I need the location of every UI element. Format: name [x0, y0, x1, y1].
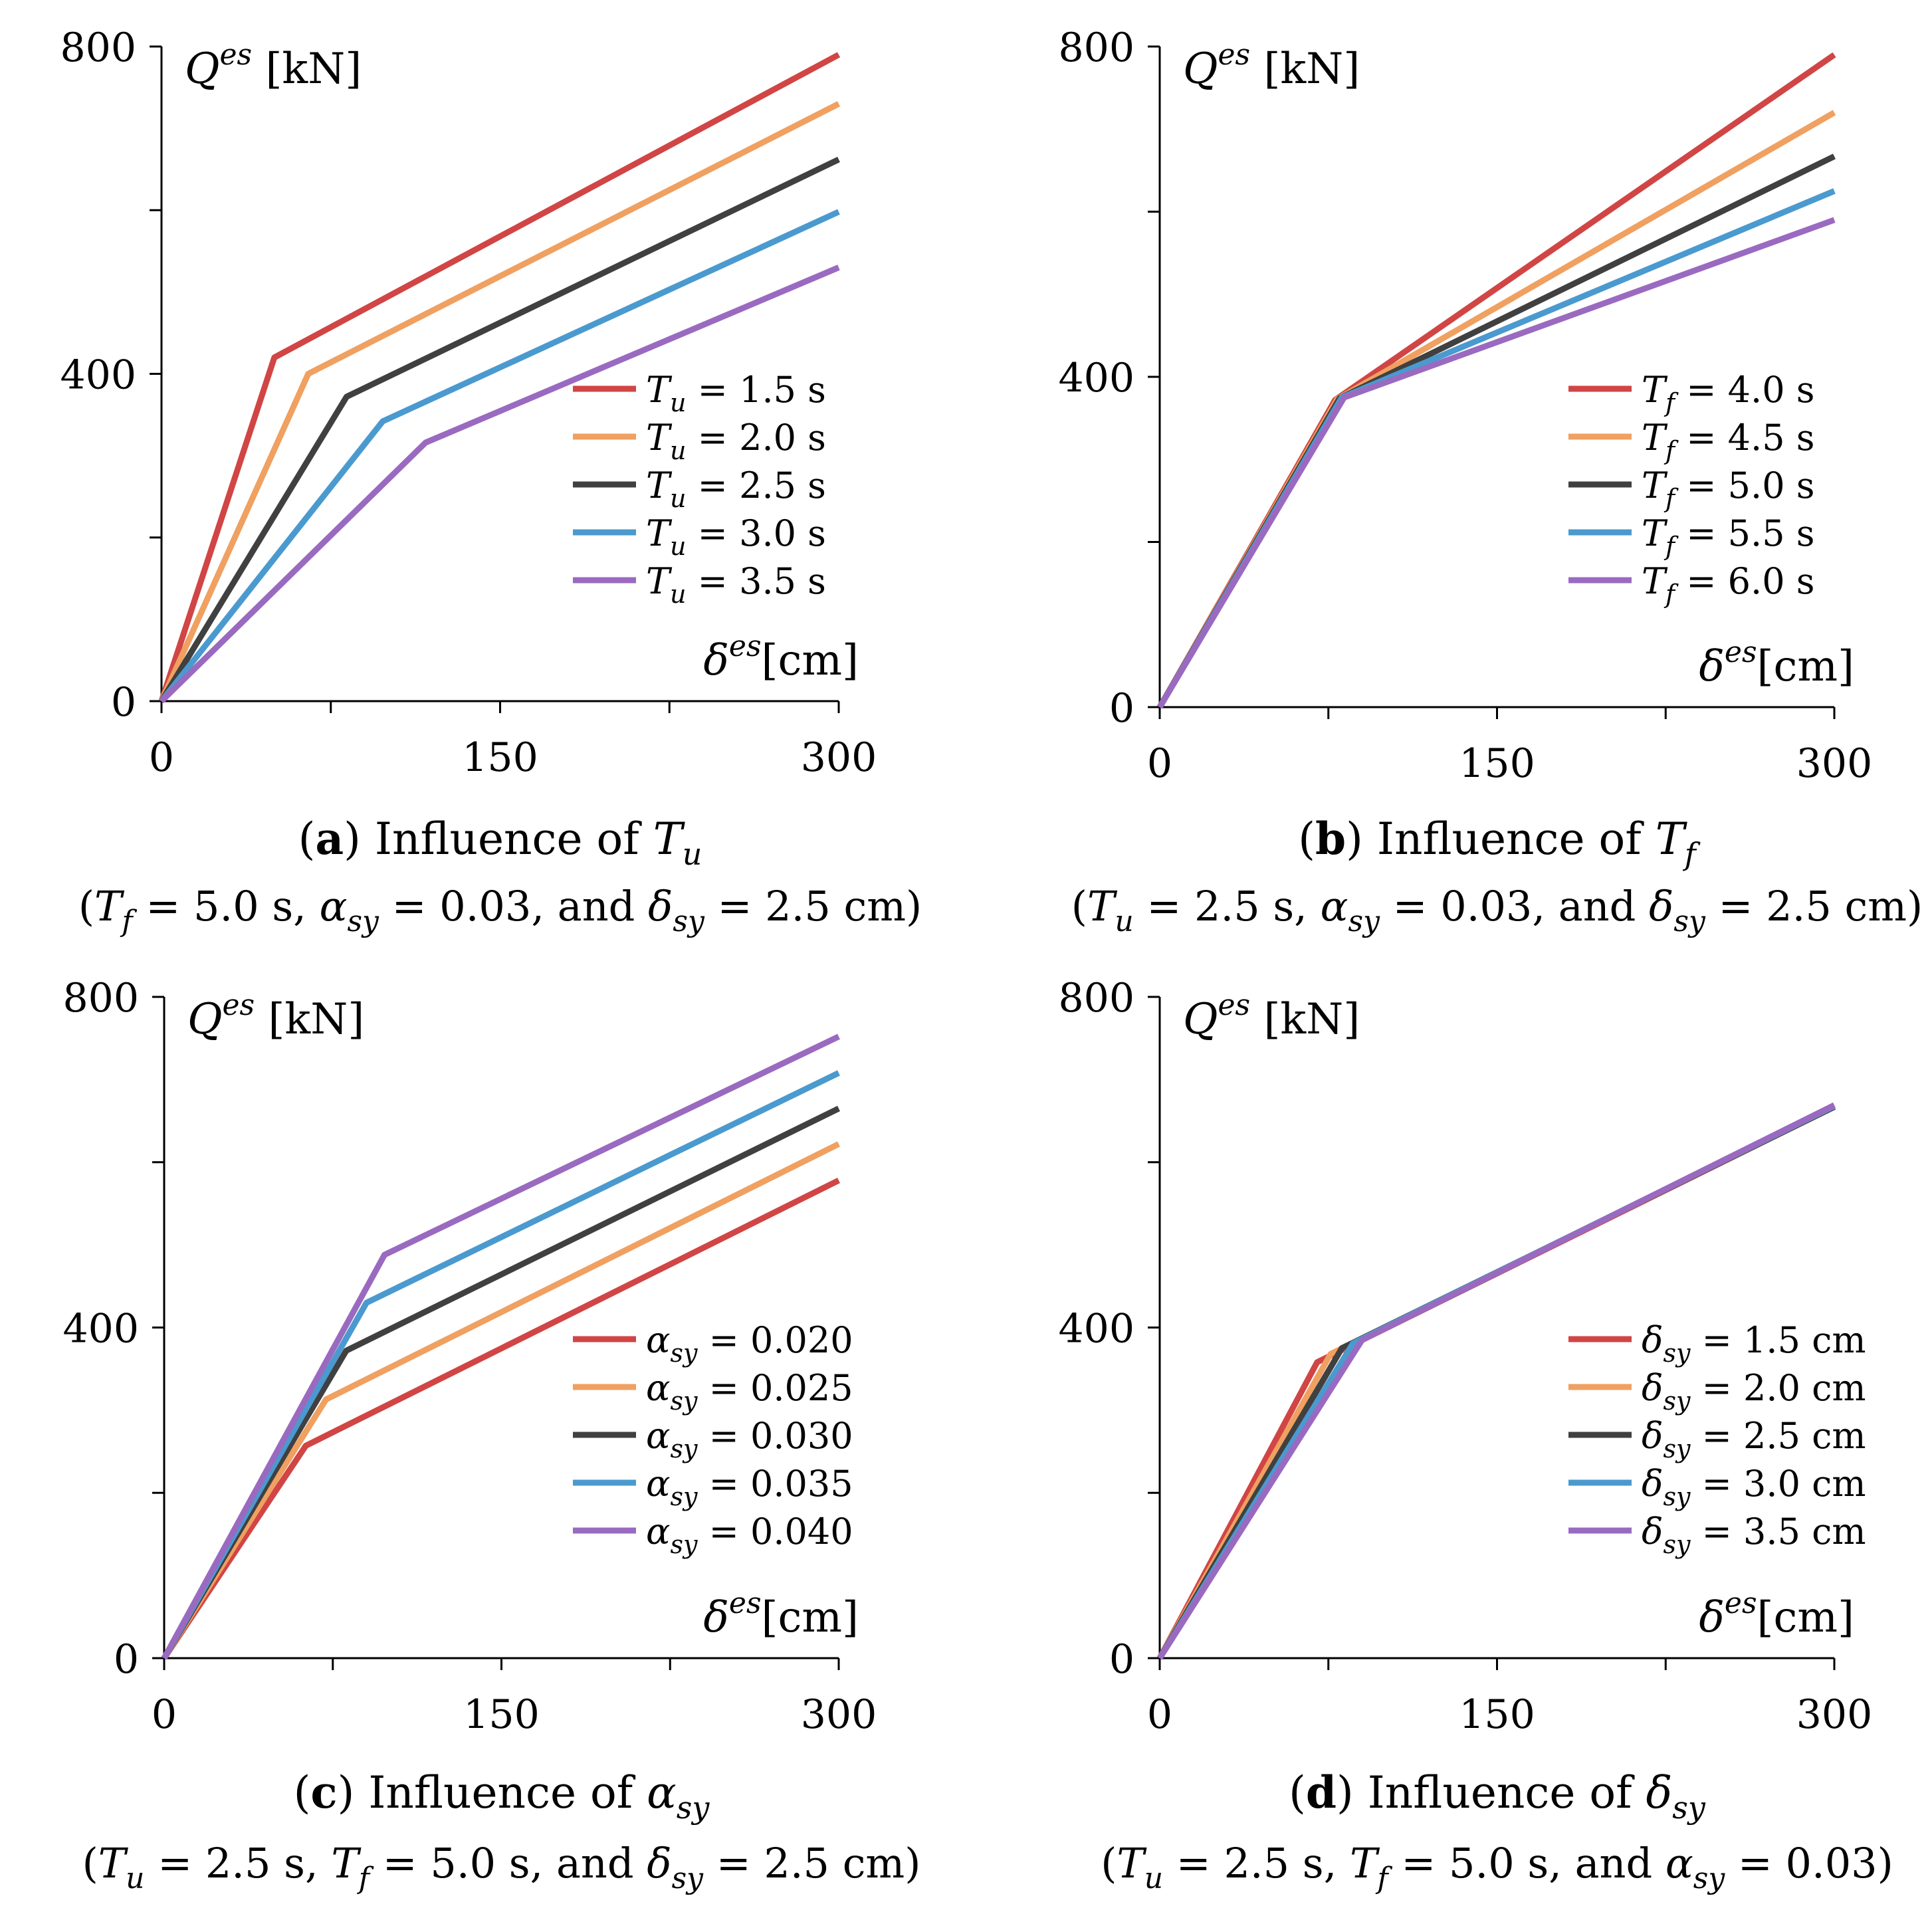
y-tick-label: 400	[1058, 1306, 1134, 1352]
legend-entry: Tf = 5.0 s	[1642, 465, 1814, 513]
chart-panel-c: 0 400 800 0 150 300 Qes [kN] δes[cm] αsy = 0.020…	[62, 975, 920, 1895]
y-axis-label: Qes [kN]	[1183, 38, 1360, 94]
panel-subcaption: (Tu​ = 2.5 s, Tf​ = 5.0 s, and δsy​ = 2.…	[82, 1839, 921, 1895]
y-tick-label: 400	[62, 1306, 139, 1352]
panel-caption: (d) Influence of δsy	[1289, 1766, 1706, 1826]
legend-entry: Tf = 5.5 s	[1642, 512, 1814, 561]
y-tick-label: 0	[1109, 685, 1134, 732]
legend-entry: δsy = 1.5 cm	[1642, 1319, 1866, 1368]
legend-entry: δsy = 3.0 cm	[1642, 1463, 1866, 1511]
legend-entry: δsy = 2.0 cm	[1642, 1367, 1866, 1416]
series-line	[158, 52, 841, 702]
x-tick-label: 0	[152, 1691, 177, 1738]
panel-subcaption: (Tu​ = 2.5 s, αsy​ = 0.03, and δsy​ = 2.…	[1071, 882, 1923, 938]
legend-entry: αsy = 0.040	[646, 1511, 853, 1559]
y-tick-label: 0	[1109, 1636, 1134, 1683]
legend-entry: Tu = 2.0 s	[646, 417, 826, 465]
legend-entry: δsy = 2.5 cm	[1642, 1415, 1866, 1463]
x-tick-label: 300	[801, 1691, 877, 1738]
x-tick-label: 150	[1459, 1691, 1535, 1738]
series-line	[159, 209, 840, 703]
legend-entry: αsy = 0.035	[646, 1463, 853, 1511]
x-axis-label: δes[cm]	[1699, 1586, 1854, 1642]
x-axis-label: δes[cm]	[703, 1586, 859, 1642]
legend-entry: Tu = 2.5 s	[646, 465, 826, 513]
x-tick-label: 150	[462, 734, 538, 781]
series-line	[159, 265, 840, 704]
legend-entry: Tu = 3.5 s	[646, 560, 826, 609]
series-line	[1157, 1102, 1836, 1660]
legend-entry: Tf = 4.5 s	[1642, 417, 1814, 465]
y-axis-label: Qes [kN]	[187, 988, 364, 1044]
series-line	[159, 156, 840, 703]
panel-caption: (c) Influence of αsy	[294, 1766, 710, 1826]
x-tick-label: 300	[1796, 740, 1873, 787]
legend-entry: αsy = 0.025	[646, 1367, 853, 1416]
y-tick-label: 800	[1058, 975, 1134, 1021]
x-axis-label: δes[cm]	[703, 629, 859, 685]
x-axis-label: δes[cm]	[1699, 635, 1854, 691]
series-line	[1157, 217, 1836, 709]
legend-entry: δsy = 3.5 cm	[1642, 1511, 1866, 1559]
legend-entry: Tf = 6.0 s	[1642, 560, 1814, 609]
x-tick-label: 0	[1147, 740, 1172, 787]
y-tick-label: 400	[60, 352, 136, 399]
y-tick-label: 800	[62, 975, 139, 1021]
panel-caption: (a) Influence of Tu	[298, 813, 702, 872]
y-axis-label: Qes [kN]	[185, 38, 362, 94]
legend-entry: αsy = 0.020	[646, 1319, 853, 1368]
series-line	[161, 1033, 840, 1660]
y-tick-label: 0	[111, 679, 136, 726]
y-tick-label: 800	[60, 25, 136, 71]
y-axis-label: Qes [kN]	[1183, 988, 1360, 1044]
legend-entry: Tf = 4.0 s	[1642, 369, 1814, 417]
x-tick-label: 300	[801, 734, 877, 781]
legend-entry: Tu = 3.0 s	[646, 512, 826, 561]
panel-subcaption: (Tu​ = 2.5 s, Tf​ = 5.0 s, and αsy​ = 0.…	[1101, 1839, 1893, 1895]
x-tick-label: 150	[1459, 740, 1535, 787]
x-tick-label: 300	[1796, 1691, 1873, 1738]
series-line	[158, 101, 841, 702]
x-tick-label: 0	[1147, 1691, 1172, 1738]
x-tick-label: 0	[149, 734, 174, 781]
chart-panel-d: 0 400 800 0 150 300 Qes [kN] δes[cm] δsy = 1.5 c…	[1058, 975, 1893, 1895]
y-tick-label: 0	[114, 1636, 139, 1683]
panel-subcaption: (Tf​ = 5.0 s, αsy​ = 0.03, and δsy​ = 2.…	[78, 882, 922, 938]
x-tick-label: 150	[463, 1691, 540, 1738]
legend-entry: Tu = 1.5 s	[646, 369, 826, 417]
panel-caption: (b) Influence of Tf	[1298, 813, 1700, 872]
y-tick-label: 400	[1058, 355, 1134, 401]
legend-entry: αsy = 0.030	[646, 1415, 853, 1463]
y-tick-label: 800	[1058, 25, 1134, 71]
